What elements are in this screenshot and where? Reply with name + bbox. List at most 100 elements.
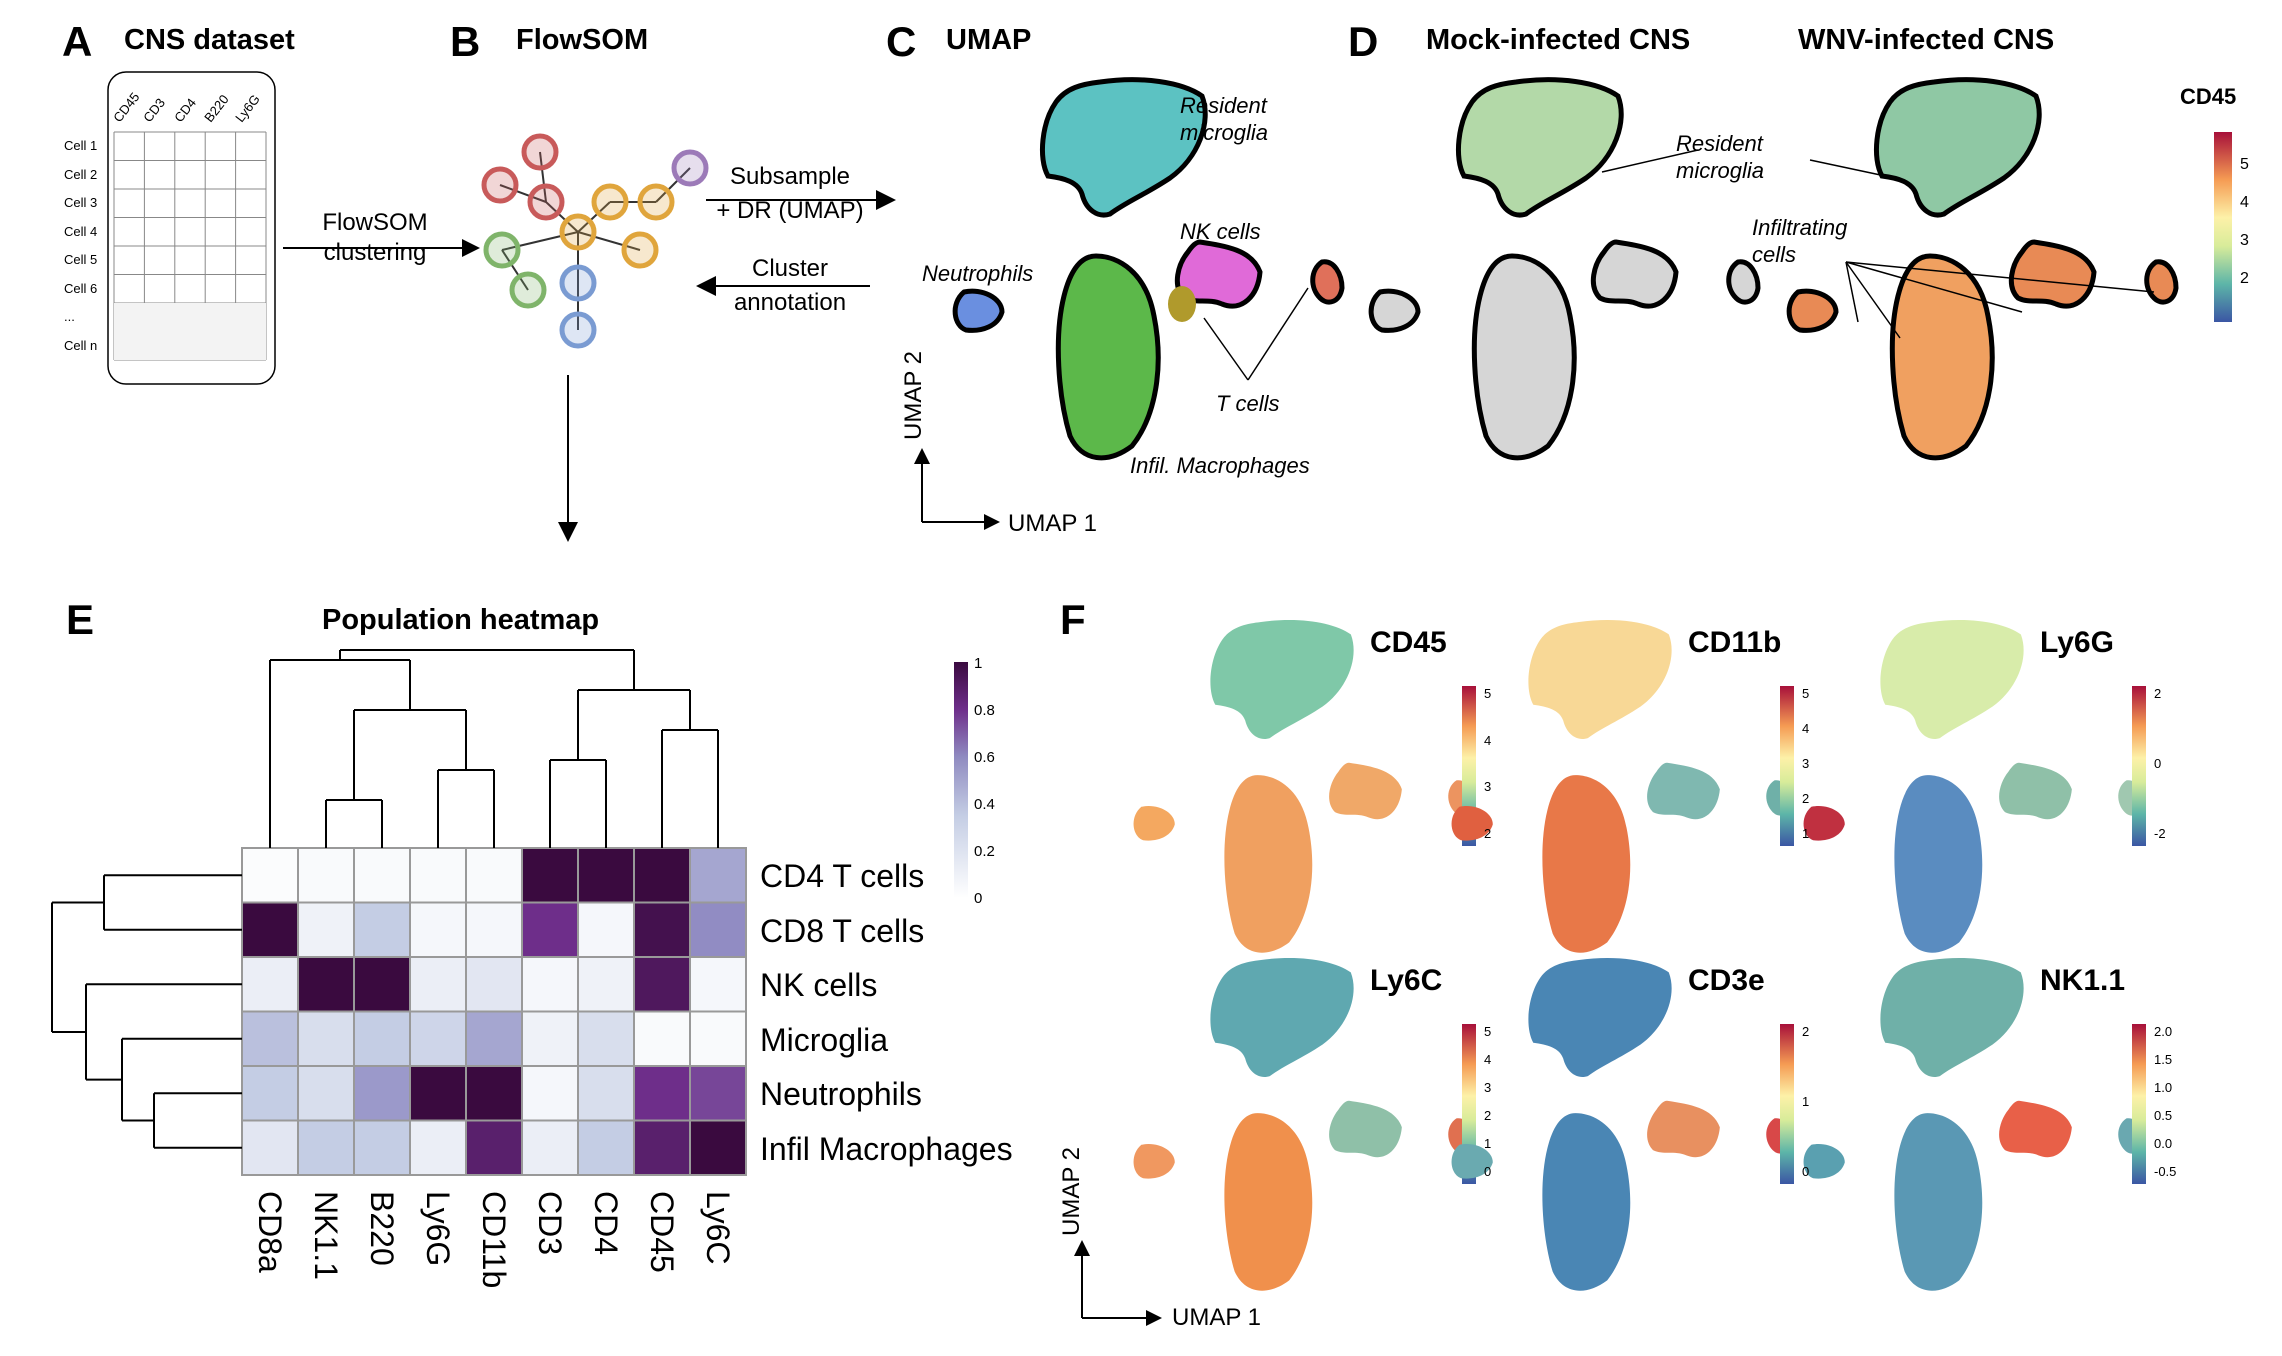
umap-cluster-neutrophils: [1133, 1144, 1175, 1179]
flowsom-clustering-line1: FlowSOM: [322, 209, 428, 236]
umap-cluster-shape: [1471, 253, 1577, 461]
cluster-annotation-label: Cluster annotation: [700, 252, 880, 320]
umap-cluster-shape: [1542, 775, 1631, 953]
umap-cluster-shape: [1999, 1100, 2072, 1158]
dataset-row-label: Cell 1: [64, 138, 98, 153]
heatmap-cell: [465, 847, 523, 904]
panel-letter-b: B: [450, 18, 481, 65]
flowsom-clustering-label: FlowSOM clustering: [300, 208, 450, 268]
marker-colorbar-tick: 0.5: [2154, 1108, 2173, 1123]
umap-cluster-shape: [1224, 1113, 1313, 1291]
umap-cluster-neutrophils: [1368, 288, 1421, 333]
heatmap-cell: [297, 1065, 355, 1122]
umap-cluster-neutrophils: [952, 288, 1005, 333]
marker-umaps: [1133, 619, 2146, 1291]
heatmap-column-label: CD45: [644, 1191, 680, 1273]
marker-colorbar-tick: 5: [1484, 686, 1492, 701]
umap-cluster-neutrophils: [1133, 806, 1175, 841]
heatmap-colorbar-tick: 0.2: [974, 843, 995, 860]
umap-cluster-shape: [1889, 253, 1995, 461]
som-node: [637, 183, 675, 221]
cd45-colorbar-tick: 3: [2240, 232, 2249, 249]
heatmap-cell: [689, 901, 747, 958]
umap-cluster-shape: [1894, 775, 1983, 953]
heatmap-cell: [353, 847, 411, 904]
c-umap1-label: UMAP 1: [1008, 510, 1097, 537]
heatmap-column-label: B220: [364, 1191, 400, 1266]
heatmap-cell: [465, 1010, 523, 1067]
umap-cluster-shape: [1368, 288, 1421, 333]
umap-cluster-nk: [1647, 762, 1720, 820]
marker-colorbar-tick: 2: [1802, 1024, 1810, 1039]
panel-letter-f: F: [1060, 596, 1086, 643]
panel-e-title: Population heatmap: [322, 604, 600, 636]
flowsom-tree: [481, 133, 709, 349]
marker-colorbar-tick: 3: [1802, 756, 1810, 771]
heatmap-cell: [465, 1065, 523, 1122]
tree-edge: [577, 201, 611, 233]
umap-cluster-microglia: [1880, 957, 2024, 1078]
heatmap-cell: [521, 1119, 579, 1176]
umap-cluster-microglia: [1039, 77, 1208, 218]
marker-colorbar: [1462, 686, 1476, 846]
som-node: [481, 166, 519, 204]
marker-colorbar-tick: 4: [1484, 1052, 1492, 1067]
marker-colorbar: [1780, 686, 1794, 846]
heatmap-cell: [353, 1010, 411, 1067]
f-umap2-label: UMAP 2: [1058, 1147, 1085, 1236]
tcells-leader-1: [1203, 317, 1249, 381]
panel-letter-c: C: [886, 18, 917, 65]
umap-cluster-tcells_cd8: [1310, 259, 1345, 305]
heatmap-cell: [633, 901, 691, 958]
umap-cluster-shape: [1329, 1100, 1402, 1158]
c-umap2-label: UMAP 2: [900, 351, 927, 440]
umap-cluster-nk: [1647, 1100, 1720, 1158]
umap-cluster-shape: [952, 288, 1005, 333]
heatmap-cell: [577, 956, 635, 1013]
infil-leader-1: [1845, 261, 1859, 323]
f-umap2-axis-head: [1074, 1240, 1090, 1256]
tree-edge: [501, 249, 529, 291]
annotation-neutrophils: Neutrophils: [922, 261, 1034, 286]
umap-cluster-shape: [1329, 762, 1402, 820]
umap-cluster-shape: [1039, 77, 1208, 218]
heatmap-row-label: CD8 T cells: [760, 912, 925, 949]
som-node: [509, 271, 547, 309]
som-node: [559, 311, 597, 349]
heatmap-column-label: Ly6G: [420, 1191, 456, 1267]
heatmap-cell: [577, 901, 635, 958]
umap-cluster-macrophages: [1224, 775, 1313, 953]
dataset-row-label: Cell 4: [64, 223, 98, 239]
som-node: [671, 149, 709, 187]
arrow-b-to-c-head: [876, 190, 896, 210]
marker-colorbar-tick: 0: [1484, 1164, 1492, 1179]
umap-cluster-nk: [2008, 239, 2097, 309]
panel-letter-e: E: [66, 596, 95, 643]
heatmap-cell: [633, 1065, 691, 1122]
heatmap-cell: [577, 1065, 635, 1122]
annotation-resident-line2: microglia: [1180, 120, 1269, 145]
heatmap-row-label: Infil Macrophages: [760, 1130, 1013, 1167]
marker-title: CD11b: [1688, 626, 1782, 659]
umap-cluster-shape: [1542, 1113, 1631, 1291]
marker-colorbar-tick: 1: [1802, 1094, 1810, 1109]
heatmap-colorbar-tick: 0: [974, 890, 983, 907]
heatmap-cell: [409, 1119, 467, 1176]
tree-edge: [545, 201, 579, 233]
umap-cluster-shape: [1528, 619, 1672, 740]
marker-colorbar: [1462, 1024, 1476, 1184]
row-dendrogram: [51, 874, 242, 1149]
heatmap-cell: [353, 1065, 411, 1122]
umap-cluster-tcells_cd8: [1726, 259, 1761, 305]
heatmap-cell: [241, 956, 299, 1013]
heatmap-cell: [241, 1010, 299, 1067]
marker-colorbar: [2132, 1024, 2146, 1184]
heatmap-cell: [633, 956, 691, 1013]
marker-colorbar-tick: 2: [2154, 686, 2162, 701]
panel-letter-a: A: [62, 18, 93, 65]
population-heatmap: [241, 847, 747, 1176]
heatmap-cell: [521, 956, 579, 1013]
heatmap-colorbar-tick: 0.4: [974, 796, 995, 813]
umap-cluster-microglia: [1210, 619, 1354, 740]
umap-cluster-shape: [1055, 253, 1161, 461]
